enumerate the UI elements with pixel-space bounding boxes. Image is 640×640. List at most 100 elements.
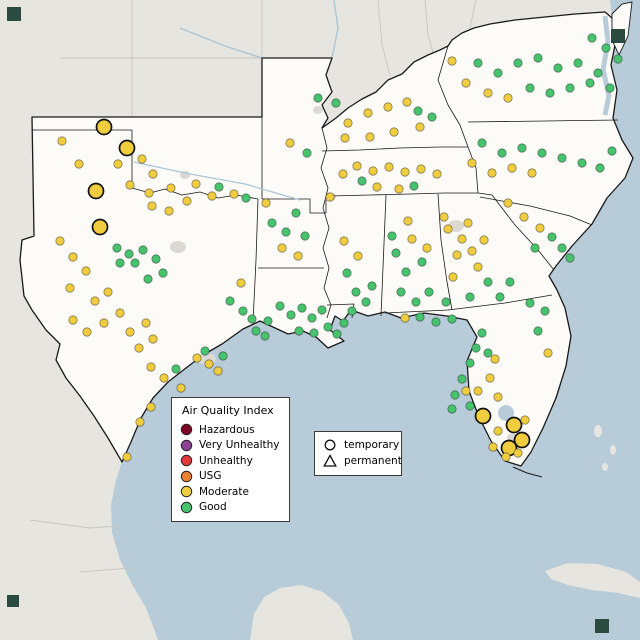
station-dot-good (339, 318, 349, 328)
station-dot-good (361, 297, 371, 307)
station-dot-moderate (415, 122, 425, 132)
aqi-legend-item-usg: USG (180, 469, 281, 485)
station-dot-good (441, 297, 451, 307)
station-dot-moderate (394, 184, 404, 194)
station-dot-moderate (372, 182, 382, 192)
focus-rivers (133, 161, 301, 201)
station-dot-moderate (520, 415, 530, 425)
station-dot-good (297, 303, 307, 313)
station-dot-good (143, 274, 153, 284)
station-dot-good (493, 68, 503, 78)
station-dot-good (495, 292, 505, 302)
good-swatch-icon (180, 501, 193, 513)
station-dot-good (450, 390, 460, 400)
symbol-legend-item-temporary: temporary (323, 437, 399, 453)
station-dot-good (477, 328, 487, 338)
station-dot-good (593, 68, 603, 78)
station-dot-good (565, 83, 575, 93)
unhealthy-swatch-icon (180, 455, 193, 467)
station-dot-moderate (457, 234, 467, 244)
symbol-legend-label: temporary (344, 439, 400, 451)
station-dot-good (513, 58, 523, 68)
station-dot-good (533, 326, 543, 336)
cuba-island (545, 563, 640, 598)
station-dot-moderate (137, 154, 147, 164)
station-dot-good (595, 163, 605, 173)
station-dot-moderate-temporary (505, 416, 523, 434)
aqi-legend-label: Unhealthy (199, 454, 253, 467)
station-dot-moderate (125, 327, 135, 337)
corner-markers (7, 7, 625, 633)
station-dot-good (347, 306, 357, 316)
station-dot-moderate (501, 452, 511, 462)
station-dot-moderate (467, 158, 477, 168)
florida-keys (512, 466, 543, 478)
station-dot-moderate (207, 191, 217, 201)
station-dot-moderate (485, 373, 495, 383)
temporary-circle-icon (324, 439, 336, 451)
station-dot-good (238, 306, 248, 316)
station-dot-good (497, 148, 507, 158)
station-dot-moderate-temporary (118, 139, 136, 157)
corner-marker (7, 7, 21, 21)
station-dot-moderate (204, 359, 214, 369)
station-dot-moderate (467, 246, 477, 256)
station-dot-good (351, 287, 361, 297)
station-dot-good (557, 153, 567, 163)
station-dot-good (247, 314, 257, 324)
station-dot-moderate (74, 159, 84, 169)
hazardous-swatch-icon (180, 424, 193, 436)
station-dot-moderate (535, 223, 545, 233)
station-dot-good (605, 83, 615, 93)
station-dot-good (158, 268, 168, 278)
station-dot-good (391, 248, 401, 258)
station-dot-moderate-temporary (91, 218, 109, 236)
station-dot-moderate (432, 169, 442, 179)
station-dot-moderate (277, 243, 287, 253)
station-dot-moderate (443, 224, 453, 234)
aqi-legend-label: Good (199, 501, 227, 514)
station-dot-good (112, 243, 122, 253)
station-dot-moderate (473, 262, 483, 272)
station-dot-moderate (352, 161, 362, 171)
station-dot-moderate (490, 354, 500, 364)
corner-marker (595, 619, 609, 633)
station-dot-good (471, 343, 481, 353)
aqi-legend-item-hazardous: Hazardous (180, 422, 281, 438)
station-dot-good (151, 254, 161, 264)
station-dot-moderate (400, 167, 410, 177)
stations-layer (55, 33, 623, 462)
station-dot-good (505, 277, 515, 287)
station-dot-good (540, 306, 550, 316)
station-dot-moderate (293, 251, 303, 261)
station-dot-moderate-temporary (95, 118, 113, 136)
station-dot-moderate (236, 278, 246, 288)
station-dot-moderate (461, 386, 471, 396)
station-dot-moderate (166, 183, 176, 193)
station-dot-good (307, 313, 317, 323)
arkansas-river (133, 161, 301, 201)
station-dot-moderate (192, 353, 202, 363)
station-dot-good (573, 58, 583, 68)
station-dot-moderate-temporary (513, 431, 531, 449)
station-dot-good (281, 227, 291, 237)
station-dot-moderate (191, 179, 201, 189)
station-dot-moderate (340, 133, 350, 143)
station-dot-good (332, 329, 342, 339)
station-dot-moderate (543, 348, 553, 358)
station-dot-moderate (141, 318, 151, 328)
station-dot-good (465, 401, 475, 411)
station-dot-good (409, 181, 419, 191)
station-dot-moderate (55, 236, 65, 246)
station-dot-moderate (339, 236, 349, 246)
station-dot-good (171, 364, 181, 374)
station-dot-moderate (182, 196, 192, 206)
station-dot-good (525, 83, 535, 93)
station-dot-good (367, 281, 377, 291)
station-dot-moderate (115, 308, 125, 318)
station-dot-good (323, 322, 333, 332)
mississippi-river (331, 0, 339, 59)
aqi-legend-label: Moderate (199, 485, 249, 498)
station-dot-moderate (147, 201, 157, 211)
